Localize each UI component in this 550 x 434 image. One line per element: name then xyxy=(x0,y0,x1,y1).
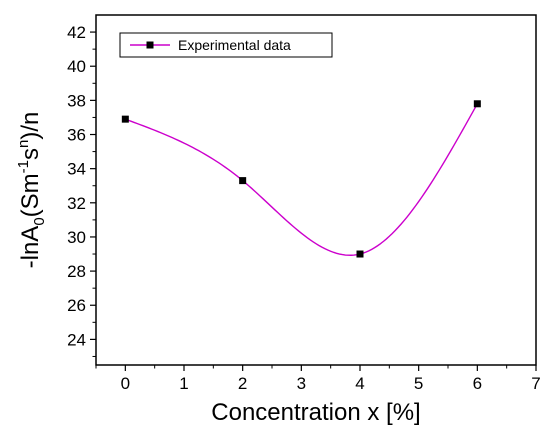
y-title-s: s xyxy=(17,148,44,160)
y-tick-label: 30 xyxy=(67,228,86,247)
x-tick-label: 5 xyxy=(414,374,423,393)
x-tick-label: 6 xyxy=(473,374,482,393)
y-tick-label: 42 xyxy=(67,23,86,42)
data-point xyxy=(239,177,247,185)
x-tick-label: 0 xyxy=(121,374,130,393)
y-title-sup1: -1 xyxy=(15,160,32,173)
series-line xyxy=(125,103,478,256)
y-tick-label: 38 xyxy=(67,91,86,110)
y-tick-label: 36 xyxy=(67,126,86,145)
legend-label: Experimental data xyxy=(178,37,291,53)
y-tick-label: 26 xyxy=(67,296,86,315)
series-markers xyxy=(121,100,481,258)
plot-frame xyxy=(95,14,537,366)
y-title-prefix: -lnA xyxy=(17,226,44,269)
y-title-sub0: 0 xyxy=(31,217,48,225)
legend-marker xyxy=(146,41,154,49)
x-tick-label: 4 xyxy=(355,374,364,393)
y-title-suffix: )/n xyxy=(17,112,44,140)
x-tick-label: 2 xyxy=(238,374,247,393)
y-tick-label: 24 xyxy=(67,330,86,349)
y-tick-label: 34 xyxy=(67,160,86,179)
data-point xyxy=(356,250,364,258)
y-title-paren-open: (Sm xyxy=(17,173,44,217)
x-axis-title: Concentration x [%] xyxy=(211,399,420,426)
y-tick-label: 28 xyxy=(67,262,86,281)
y-axis-ticks: 24 26 28 30 32 34 36 38 40 42 xyxy=(67,23,96,357)
legend: Experimental data xyxy=(119,32,333,58)
x-tick-label: 1 xyxy=(179,374,188,393)
data-point xyxy=(473,100,481,108)
x-axis-ticks: 0 1 2 3 4 5 6 7 xyxy=(95,365,541,393)
data-point xyxy=(121,115,129,123)
x-tick-label: 7 xyxy=(531,374,540,393)
y-tick-label: 40 xyxy=(67,57,86,76)
y-title-supn: n xyxy=(15,140,32,148)
x-tick-label: 3 xyxy=(297,374,306,393)
y-tick-label: 32 xyxy=(67,194,86,213)
y-axis-title: -lnA0(Sm-1sn)/n xyxy=(15,112,48,269)
